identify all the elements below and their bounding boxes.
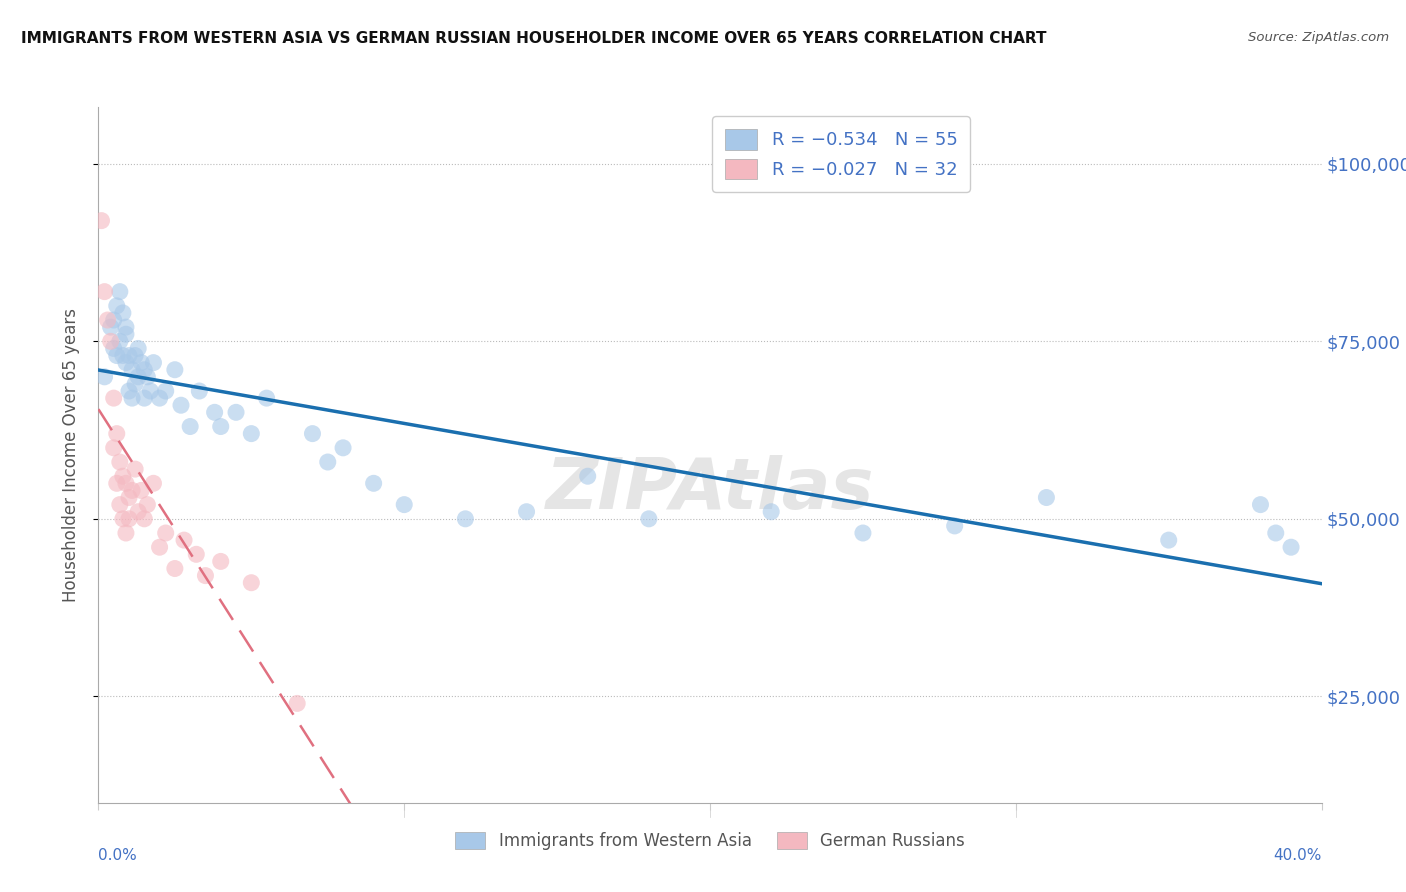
Point bbox=[108, 334, 131, 349]
Point bbox=[124, 349, 146, 363]
Point bbox=[204, 405, 226, 419]
Point bbox=[454, 512, 477, 526]
Point bbox=[108, 498, 131, 512]
Point bbox=[105, 299, 128, 313]
Point bbox=[127, 369, 149, 384]
Point bbox=[118, 512, 141, 526]
Point bbox=[100, 320, 122, 334]
Point bbox=[209, 419, 232, 434]
Point bbox=[103, 342, 125, 356]
Legend: Immigrants from Western Asia, German Russians: Immigrants from Western Asia, German Rus… bbox=[449, 826, 972, 857]
Text: 40.0%: 40.0% bbox=[1274, 848, 1322, 863]
Point bbox=[134, 391, 156, 405]
Point bbox=[127, 505, 149, 519]
Point bbox=[129, 356, 152, 370]
Point bbox=[121, 362, 143, 376]
Point bbox=[108, 455, 131, 469]
Point bbox=[115, 327, 138, 342]
Point bbox=[103, 441, 125, 455]
Point bbox=[90, 213, 112, 227]
Point bbox=[332, 441, 354, 455]
Point bbox=[118, 349, 141, 363]
Point bbox=[1035, 491, 1057, 505]
Point bbox=[115, 476, 138, 491]
Point bbox=[186, 547, 208, 561]
Point bbox=[943, 519, 966, 533]
Text: ZIPAtlas: ZIPAtlas bbox=[546, 455, 875, 524]
Point bbox=[240, 426, 263, 441]
Point bbox=[124, 462, 146, 476]
Point bbox=[209, 554, 232, 568]
Point bbox=[225, 405, 247, 419]
Point bbox=[188, 384, 211, 398]
Point bbox=[124, 376, 146, 391]
Point bbox=[194, 568, 217, 582]
Point bbox=[111, 469, 134, 483]
Point bbox=[637, 512, 661, 526]
Point bbox=[256, 391, 278, 405]
Point bbox=[103, 391, 125, 405]
Point bbox=[136, 369, 159, 384]
Point bbox=[285, 697, 308, 711]
Point bbox=[179, 419, 201, 434]
Point bbox=[111, 349, 134, 363]
Point bbox=[105, 426, 128, 441]
Point bbox=[149, 540, 172, 554]
Point bbox=[852, 526, 875, 541]
Point bbox=[240, 575, 263, 590]
Point bbox=[111, 306, 134, 320]
Point bbox=[163, 362, 186, 376]
Text: IMMIGRANTS FROM WESTERN ASIA VS GERMAN RUSSIAN HOUSEHOLDER INCOME OVER 65 YEARS : IMMIGRANTS FROM WESTERN ASIA VS GERMAN R… bbox=[21, 31, 1046, 46]
Point bbox=[115, 356, 138, 370]
Point bbox=[173, 533, 195, 548]
Point bbox=[576, 469, 599, 483]
Point bbox=[142, 476, 165, 491]
Point bbox=[121, 483, 143, 498]
Point bbox=[1157, 533, 1180, 548]
Point bbox=[108, 285, 131, 299]
Point bbox=[142, 356, 165, 370]
Point bbox=[100, 334, 122, 349]
Point bbox=[155, 526, 177, 541]
Point bbox=[97, 313, 120, 327]
Point bbox=[129, 483, 152, 498]
Point bbox=[134, 362, 156, 376]
Point bbox=[163, 561, 186, 575]
Point bbox=[105, 349, 128, 363]
Text: 0.0%: 0.0% bbox=[98, 848, 138, 863]
Point bbox=[1279, 540, 1302, 554]
Point bbox=[759, 505, 782, 519]
Point bbox=[301, 426, 323, 441]
Point bbox=[149, 391, 172, 405]
Text: Source: ZipAtlas.com: Source: ZipAtlas.com bbox=[1249, 31, 1389, 45]
Point bbox=[127, 342, 149, 356]
Point bbox=[170, 398, 193, 412]
Point bbox=[111, 512, 134, 526]
Point bbox=[363, 476, 385, 491]
Point bbox=[121, 391, 143, 405]
Point bbox=[93, 369, 115, 384]
Point bbox=[1264, 526, 1286, 541]
Point bbox=[392, 498, 416, 512]
Point bbox=[316, 455, 339, 469]
Point bbox=[118, 384, 141, 398]
Point bbox=[516, 505, 538, 519]
Point bbox=[115, 526, 138, 541]
Point bbox=[118, 491, 141, 505]
Point bbox=[115, 320, 138, 334]
Point bbox=[139, 384, 162, 398]
Point bbox=[1249, 498, 1271, 512]
Point bbox=[93, 285, 115, 299]
Point bbox=[136, 498, 159, 512]
Point bbox=[155, 384, 177, 398]
Y-axis label: Householder Income Over 65 years: Householder Income Over 65 years bbox=[62, 308, 80, 602]
Point bbox=[105, 476, 128, 491]
Point bbox=[103, 313, 125, 327]
Point bbox=[134, 512, 156, 526]
